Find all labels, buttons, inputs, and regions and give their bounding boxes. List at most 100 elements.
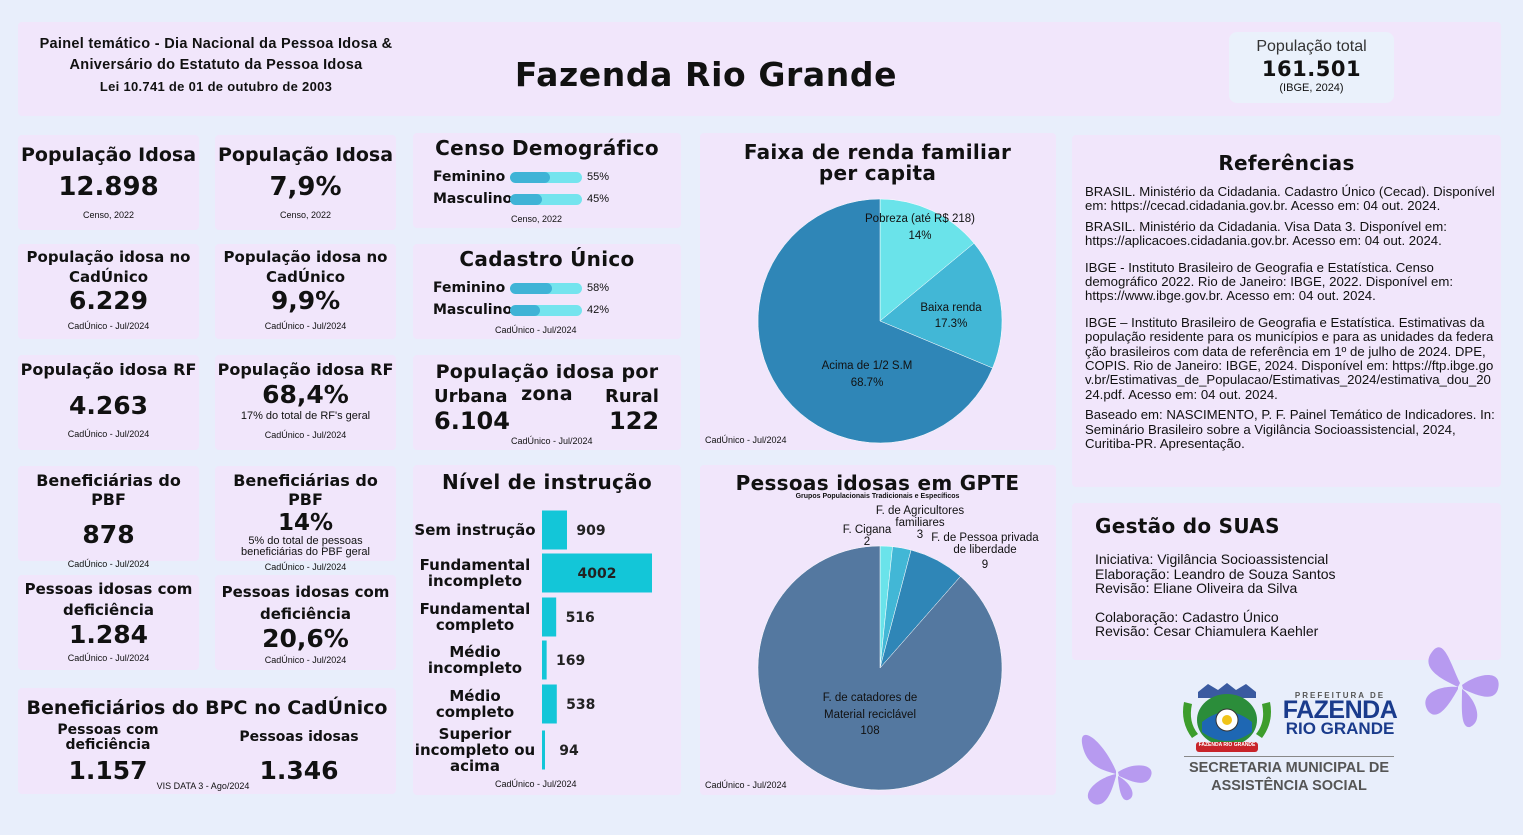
- slice-value-label: 108: [860, 725, 879, 737]
- bar: [542, 730, 545, 770]
- bpc-col2-label: Pessoas idosas: [239, 729, 359, 745]
- card-value: 1.284: [68, 620, 149, 649]
- gpte-subtitle: Grupos Populacionais Tradicionais e Espe…: [795, 493, 960, 500]
- bar: [542, 510, 567, 550]
- card-title: População idosa RF: [217, 360, 394, 379]
- card-value: 878: [82, 520, 135, 549]
- slice-name-label: F. de Agricultores: [876, 505, 964, 517]
- card-cad-pct: População idosa no CadÚnico 9,9% CadÚnic…: [215, 244, 396, 339]
- bar-value-label: 909: [576, 523, 605, 539]
- card-title: Beneficiárias do PBF: [233, 471, 378, 509]
- gender-value: 42%: [587, 304, 610, 316]
- category-label: completo: [436, 703, 514, 721]
- card-value: 7,9%: [269, 172, 342, 202]
- card-note: 17% do total de RF's geral: [240, 410, 371, 422]
- gpte-title: Pessoas idosas em GPTE: [735, 471, 1020, 495]
- gpte-source: CadÚnico - Jul/2024: [705, 780, 787, 790]
- card-title: População Idosa: [20, 144, 197, 166]
- card-source: CadÚnico - Jul/2024: [67, 429, 150, 439]
- references-panel: Referências BRASIL. Ministério da Cidada…: [1072, 135, 1501, 487]
- gestao-line: Elaboração: Leandro de Souza Santos: [1095, 565, 1336, 582]
- category-label: Superior: [439, 725, 512, 743]
- bar: [542, 640, 547, 680]
- reference-item: BRASIL. Ministério da Cidadania. Cadastr…: [1085, 184, 1495, 214]
- gender-progress-bar: [510, 304, 582, 316]
- card-title-2: deficiência: [62, 601, 155, 619]
- slice-name-label: familiares: [895, 517, 944, 529]
- card-title: Beneficiárias do PBF: [36, 471, 181, 509]
- butterfly-icon: [1425, 647, 1499, 728]
- card-title-2: deficiência: [259, 605, 352, 623]
- population-total-source: (IBGE, 2024): [1279, 82, 1344, 94]
- category-label: incompleto: [428, 659, 522, 677]
- card-value: 20,6%: [262, 624, 349, 653]
- bar: [542, 553, 652, 593]
- gender-label: Masculino: [433, 302, 513, 318]
- category-label: incompleto ou: [415, 741, 535, 759]
- renda-chart: Pobreza (até R$ 218) 14% Baixa renda 17.3% A…: [757, 198, 1003, 444]
- censo-source: Censo, 2022: [511, 214, 563, 224]
- logo-secretaria-1: SECRETARIA MUNICIPAL DE: [1188, 760, 1390, 776]
- gender-progress-bar: [510, 282, 582, 294]
- zona-urbana-value: 6.104: [434, 407, 510, 435]
- bpc-col1-label1: Pessoas com: [57, 722, 159, 738]
- bar-value-label: 538: [566, 697, 595, 713]
- bar: [542, 684, 557, 724]
- zona-panel: População idosa por zona Urbana 6.104 Ru…: [413, 355, 681, 450]
- gender-row: Feminino 55%: [433, 169, 609, 185]
- slice-value-label: 68.7%: [851, 377, 884, 389]
- censo-title: Censo Demográfico: [435, 136, 659, 160]
- butterfly-icon: [1081, 734, 1152, 805]
- renda-panel: Faixa de renda familiar per capita Pobre…: [700, 133, 1056, 450]
- gestao-line: Colaboração: Cadastro Único: [1095, 608, 1279, 625]
- logo-pref: PREFEITURA DE: [1294, 691, 1386, 700]
- cadastro-title: Cadastro Único: [459, 247, 635, 271]
- gender-progress-fill: [510, 193, 543, 205]
- card-source: CadÚnico - Jul/2024: [264, 321, 347, 331]
- gender-row: Masculino 45%: [433, 191, 609, 207]
- subtitle-line2: Aniversário do Estatuto da Pessoa Idosa: [69, 57, 363, 73]
- gestao-line: Iniciativa: Vigilância Socioassistencial: [1095, 551, 1329, 567]
- gestao-title: Gestão do SUAS: [1095, 514, 1280, 538]
- card-source: CadÚnico - Jul/2024: [264, 430, 347, 440]
- instrucao-panel: Nível de instrução 909 Sem instrução 4002 F…: [413, 465, 681, 795]
- zona-rural-value: 122: [609, 407, 660, 435]
- card-title: População idosa RF: [20, 360, 197, 379]
- category-label: Sem instrução: [414, 521, 535, 539]
- slice-value-label: 2: [864, 536, 870, 548]
- gender-label: Feminino: [433, 280, 506, 296]
- zona-rural-label: Rural: [605, 386, 659, 407]
- references-title: Referências: [1218, 151, 1355, 175]
- zona-source: CadÚnico - Jul/2024: [511, 436, 593, 446]
- instrucao-title: Nível de instrução: [441, 470, 652, 494]
- card-title-1: População idosa no: [223, 248, 388, 266]
- card-pbf-pct: Beneficiárias do PBF 14% 5% do total de …: [215, 466, 396, 572]
- bar-value-label: 169: [556, 653, 585, 669]
- card-value: 68,4%: [262, 380, 349, 409]
- gender-row: Masculino 42%: [433, 302, 609, 318]
- category-label: acima: [450, 757, 500, 775]
- gender-progress-fill: [510, 171, 550, 183]
- card-source: CadÚnico - Jul/2024: [67, 321, 150, 331]
- header-panel: Painel temático - Dia Nacional da Pessoa…: [18, 22, 1501, 116]
- slice-name-label: F. de Pessoa privada: [931, 532, 1039, 544]
- censo-panel: Censo Demográfico Feminino 55% Masculino 45…: [413, 133, 681, 228]
- category-label: incompleto: [428, 572, 522, 590]
- logo-divider: [1184, 756, 1394, 757]
- card-def-abs: Pessoas idosas com deficiência 1.284 Cad…: [18, 575, 199, 670]
- gestao-panel: Gestão do SUAS Iniciativa: Vigilância So…: [1072, 503, 1501, 660]
- bar: [542, 597, 557, 637]
- gestao-line: Revisão: Cesar Chiamulera Kaehler: [1095, 623, 1319, 639]
- card-pop-idosa-pct: População Idosa 7,9% Censo, 2022: [215, 135, 396, 230]
- card-source: CadÚnico - Jul/2024: [264, 562, 347, 572]
- pie-slice: [879, 198, 975, 322]
- gender-label: Feminino: [433, 169, 506, 185]
- card-title-2: CadÚnico: [68, 268, 149, 286]
- logo-name1: FAZENDA: [1282, 696, 1398, 724]
- bpc-title: Beneficiários do BPC no CadÚnico: [26, 697, 388, 719]
- slice-value-label: 17.3%: [935, 318, 968, 330]
- bar-value-label: 4002: [578, 566, 617, 582]
- category-label: Fundamental: [420, 556, 531, 574]
- gender-row: Feminino 58%: [433, 280, 609, 296]
- zona-urbana-label: Urbana: [434, 386, 508, 407]
